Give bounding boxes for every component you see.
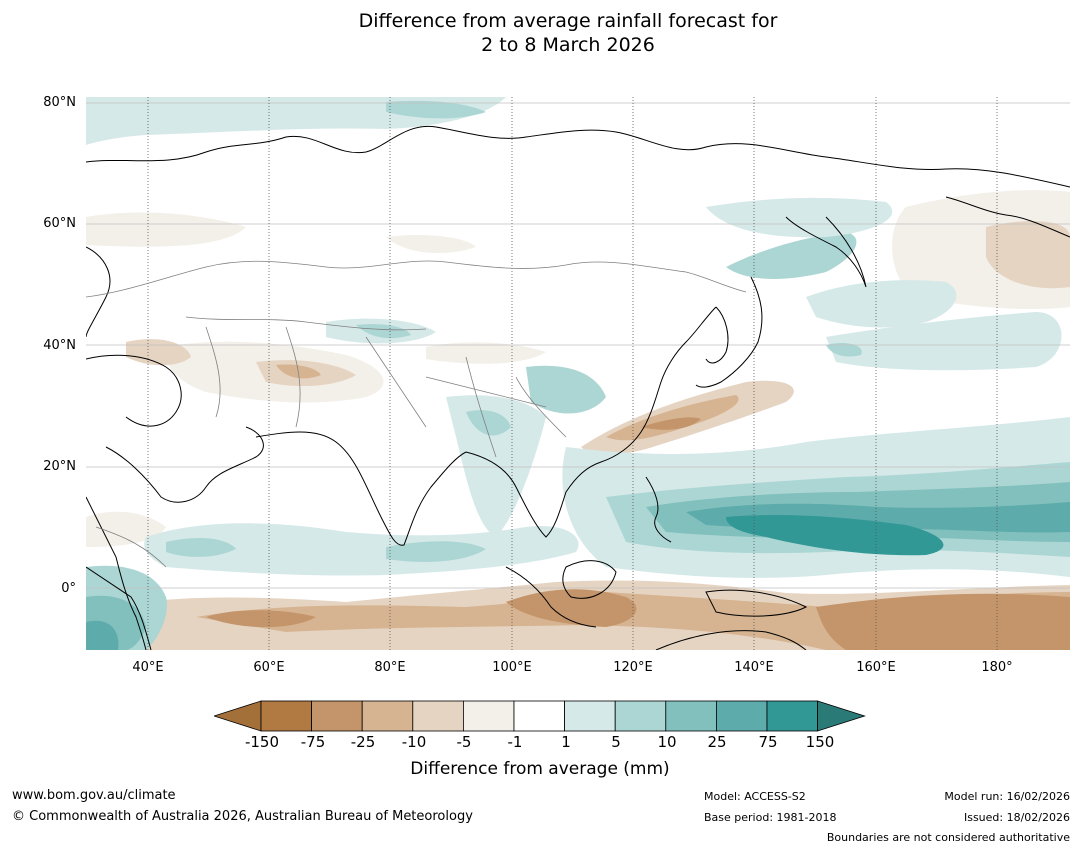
lon-label-40e: 40°E bbox=[132, 660, 164, 675]
colorbar-segment bbox=[361, 700, 414, 732]
colorbar-segment bbox=[715, 700, 768, 732]
colorbar-label: -75 bbox=[300, 733, 326, 751]
lat-label-80n: 80°N bbox=[43, 95, 76, 110]
lon-label-100e: 100°E bbox=[492, 660, 532, 675]
lat-label-60n: 60°N bbox=[43, 216, 76, 231]
title-line-2: 2 to 8 March 2026 bbox=[481, 34, 655, 56]
colorbar-label: 150 bbox=[805, 733, 835, 751]
colorbar-segment bbox=[311, 700, 363, 732]
colorbar-label: -150 bbox=[244, 733, 280, 751]
colorbar-label: 1 bbox=[561, 733, 571, 751]
colorbar-segment bbox=[260, 700, 312, 732]
boundary-disclaimer: Boundaries are not considered authoritat… bbox=[826, 831, 1070, 844]
issued-date: Issued: 18/02/2026 bbox=[963, 811, 1070, 824]
lat-label-20n: 20°N bbox=[43, 459, 76, 474]
coastlines bbox=[86, 125, 1070, 650]
model-run-date: Model run: 16/02/2026 bbox=[944, 790, 1070, 803]
colorbar-segment bbox=[766, 700, 818, 732]
colorbar-label: -5 bbox=[456, 733, 472, 751]
colorbar-label: -10 bbox=[401, 733, 427, 751]
colorbar-title: Difference from average (mm) bbox=[410, 759, 670, 779]
country-boundaries bbox=[86, 260, 747, 568]
model-name: Model: ACCESS-S2 bbox=[704, 790, 806, 803]
colorbar-segment bbox=[564, 700, 616, 732]
lon-label-160e: 160°E bbox=[856, 660, 896, 675]
colorbar-label: 5 bbox=[611, 733, 621, 751]
rainfall-anomaly-map bbox=[86, 97, 1070, 650]
map-canvas bbox=[86, 97, 1070, 650]
title-line-1: Difference from average rainfall forecas… bbox=[358, 10, 778, 32]
colorbar-segment bbox=[462, 700, 515, 732]
colorbar-segment bbox=[614, 700, 667, 732]
lat-label-0: 0° bbox=[61, 581, 76, 596]
colorbar-label: 25 bbox=[707, 733, 727, 751]
colorbar-label: 10 bbox=[657, 733, 677, 751]
colorbar-label: -25 bbox=[350, 733, 376, 751]
colorbar-arrow-low bbox=[214, 700, 262, 732]
lon-label-180: 180° bbox=[981, 660, 1013, 675]
colorbar-label: 75 bbox=[758, 733, 778, 751]
website-link[interactable]: www.bom.gov.au/climate bbox=[12, 788, 176, 803]
colorbar-arrow-high bbox=[817, 700, 866, 732]
latitude-gridlines bbox=[86, 102, 1070, 589]
colorbar-segment bbox=[513, 700, 565, 732]
copyright-notice: © Commonwealth of Australia 2026, Austra… bbox=[12, 809, 473, 824]
lat-label-40n: 40°N bbox=[43, 338, 76, 353]
colorbar-segment bbox=[665, 700, 717, 732]
colorbar-label: -1 bbox=[507, 733, 523, 751]
lon-label-80e: 80°E bbox=[374, 660, 406, 675]
wet-anomaly-regions bbox=[86, 97, 1070, 650]
lon-label-60e: 60°E bbox=[253, 660, 285, 675]
lon-label-140e: 140°E bbox=[734, 660, 774, 675]
colorbar-segment bbox=[412, 700, 464, 732]
lon-label-120e: 120°E bbox=[613, 660, 653, 675]
colorbar bbox=[214, 700, 866, 732]
dry-anomaly-regions bbox=[86, 190, 1070, 650]
base-period: Base period: 1981-2018 bbox=[704, 811, 837, 824]
map-title: Difference from average rainfall forecas… bbox=[0, 9, 1081, 57]
